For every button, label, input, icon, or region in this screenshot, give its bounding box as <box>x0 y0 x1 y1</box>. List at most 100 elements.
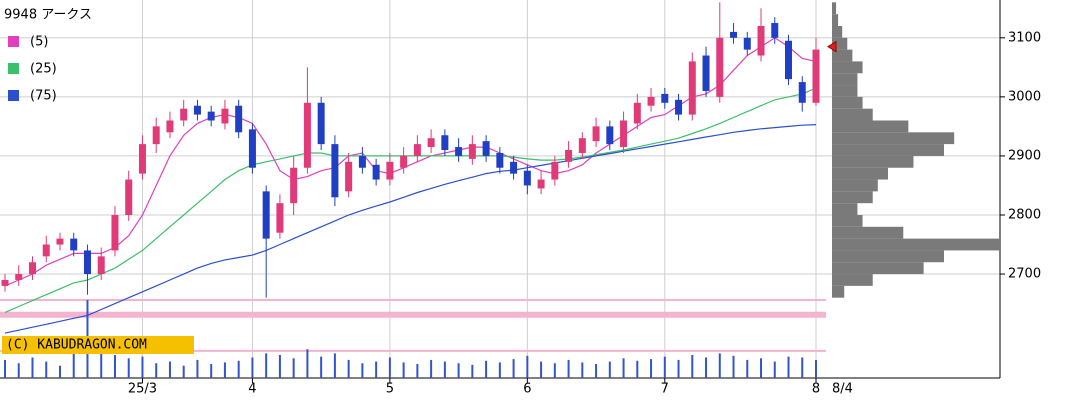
legend-swatch <box>8 63 19 74</box>
candle-body <box>303 102 311 168</box>
volume-bar <box>457 363 460 378</box>
profile-bar <box>832 238 1000 251</box>
x-tick-label: 7 <box>661 382 669 397</box>
profile-bar <box>832 2 837 15</box>
candle-body <box>97 256 105 275</box>
profile-bar <box>832 61 863 74</box>
x-tick-label: 5 <box>386 382 394 397</box>
candle-body <box>331 144 339 198</box>
candle-body <box>276 203 284 233</box>
volume-bar <box>636 360 639 378</box>
volume-bar <box>155 363 158 378</box>
candle-body <box>496 152 504 168</box>
candle-body <box>537 179 545 189</box>
volume-bar <box>526 355 529 378</box>
volume-bar <box>815 359 817 378</box>
chart-title: 9948 アークス <box>4 8 92 23</box>
candle-body <box>633 102 641 124</box>
volume-bar <box>265 353 268 378</box>
candle-body <box>248 129 256 168</box>
volume-bar <box>278 355 281 378</box>
volume-bar <box>306 349 309 378</box>
volume-bar <box>622 358 625 378</box>
volume-bar <box>595 364 598 378</box>
volume-bar <box>540 361 543 378</box>
volume-bar <box>608 361 611 378</box>
profile-bar <box>832 250 944 263</box>
volume-bar <box>746 359 749 378</box>
profile-bar <box>832 85 858 97</box>
volume-bar <box>182 365 185 378</box>
volume-bar <box>650 359 653 378</box>
volume-bar <box>677 359 680 378</box>
volume-bar <box>292 358 295 378</box>
profile-bar <box>832 191 873 204</box>
y-tick-label: 3100 <box>1008 30 1041 45</box>
candle-body <box>413 144 421 156</box>
candle-body <box>28 262 36 275</box>
profile-bar <box>832 226 904 239</box>
profile-bar <box>832 37 848 50</box>
volume-bar <box>4 359 6 378</box>
candle-body <box>606 126 614 145</box>
candle-body <box>592 126 600 142</box>
y-tick-label: 2900 <box>1008 148 1041 163</box>
candle-body <box>221 108 229 124</box>
volume-bar <box>168 361 171 378</box>
x-tick-label: 4 <box>248 382 256 397</box>
candle-body <box>166 120 174 133</box>
candle-body <box>812 49 820 103</box>
candle-body <box>235 105 243 133</box>
volume-bar <box>196 359 199 378</box>
ma-line <box>4 87 817 313</box>
candle-body <box>317 102 325 145</box>
candle-body <box>785 40 793 80</box>
copyright: (C) KABUDRAGON.COM <box>6 338 147 353</box>
candle-body <box>15 274 23 280</box>
volume-bar <box>498 362 501 378</box>
volume-bar <box>58 365 61 378</box>
volume-bar <box>663 356 666 378</box>
profile-bar <box>832 262 924 275</box>
candle-body <box>386 161 394 180</box>
volume-bar <box>210 364 213 378</box>
profile-bar <box>832 96 863 109</box>
volume-bar <box>773 361 776 378</box>
volume-bar <box>485 360 488 378</box>
volume-bar <box>402 362 405 378</box>
volume-bar <box>361 363 364 378</box>
volume-bar <box>375 361 378 378</box>
profile-bar <box>832 132 955 145</box>
volume-bar <box>471 364 474 378</box>
x-tick-label: 25/3 <box>128 382 157 397</box>
candle-body <box>510 161 518 174</box>
profile-bar <box>832 25 843 38</box>
candle-body <box>523 170 531 186</box>
candle-body <box>42 244 50 257</box>
volume-bar <box>691 355 694 378</box>
candle-body <box>207 111 215 121</box>
volume-bar <box>732 355 735 378</box>
volume-bar <box>430 359 433 378</box>
candle-body <box>551 161 559 180</box>
profile-bar <box>832 203 858 215</box>
candle-body <box>441 135 449 151</box>
candle-body <box>757 25 765 56</box>
profile-bar <box>832 167 888 180</box>
candle-body <box>482 141 490 156</box>
volume-bar <box>388 357 391 378</box>
candle-body <box>730 31 738 38</box>
candle-body <box>688 61 696 115</box>
candle-body <box>372 164 380 180</box>
volume-bar <box>100 345 103 378</box>
volume-bar <box>787 356 790 378</box>
volume-bar <box>17 363 20 378</box>
volume-bar <box>31 357 34 378</box>
profile-bar <box>832 120 909 133</box>
candle-body <box>565 150 573 162</box>
legend-label: (75) <box>30 89 57 104</box>
profile-bar <box>832 274 873 286</box>
legend-swatch <box>8 90 19 101</box>
last-price-marker <box>827 40 837 53</box>
